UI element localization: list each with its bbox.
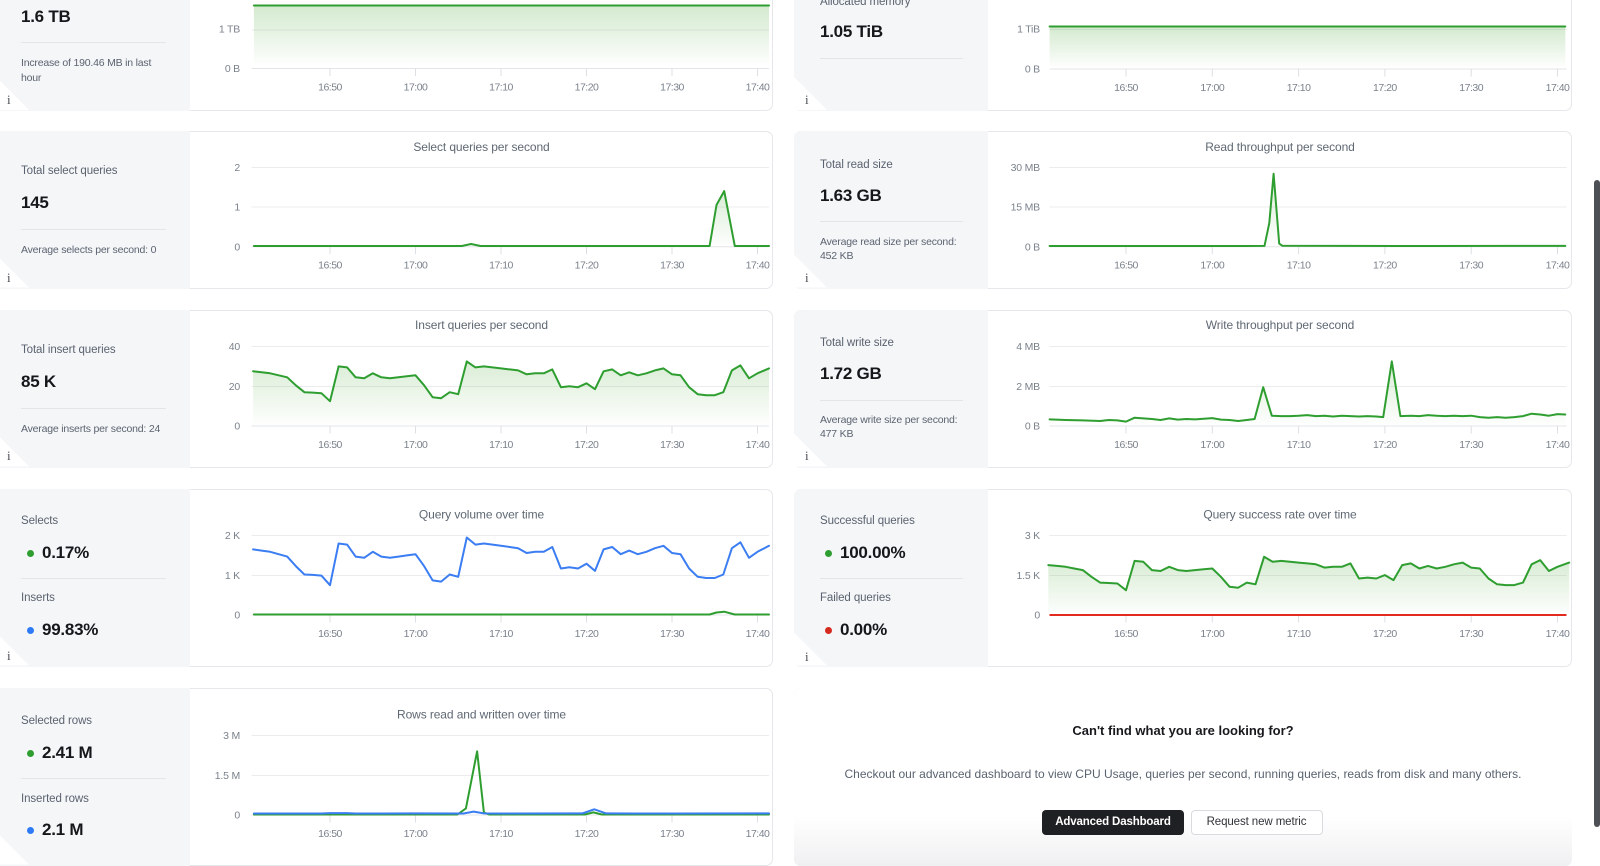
svg-text:17:30: 17:30 bbox=[660, 81, 684, 93]
svg-text:17:00: 17:00 bbox=[404, 627, 428, 639]
svg-text:0 B: 0 B bbox=[1025, 420, 1040, 432]
svg-text:Insert queries per second: Insert queries per second bbox=[415, 318, 548, 332]
svg-text:17:00: 17:00 bbox=[1200, 259, 1224, 271]
svg-text:17:10: 17:10 bbox=[489, 81, 513, 93]
svg-text:2: 2 bbox=[234, 162, 240, 174]
svg-text:2 K: 2 K bbox=[225, 530, 240, 542]
svg-text:17:30: 17:30 bbox=[660, 438, 684, 450]
svg-text:17:30: 17:30 bbox=[660, 259, 684, 271]
svg-text:17:30: 17:30 bbox=[1459, 627, 1483, 639]
svg-text:Rows read and written over tim: Rows read and written over time bbox=[397, 707, 566, 721]
svg-text:17:00: 17:00 bbox=[1200, 82, 1224, 94]
svg-text:17:20: 17:20 bbox=[575, 438, 599, 450]
svg-text:17:40: 17:40 bbox=[746, 627, 770, 639]
svg-text:17:40: 17:40 bbox=[1546, 438, 1570, 450]
svg-text:16:50: 16:50 bbox=[318, 627, 342, 639]
svg-text:17:00: 17:00 bbox=[404, 438, 428, 450]
svg-text:0 B: 0 B bbox=[225, 63, 240, 75]
svg-text:1 K: 1 K bbox=[225, 570, 240, 582]
svg-text:17:20: 17:20 bbox=[1373, 82, 1397, 94]
svg-text:Select queries per second: Select queries per second bbox=[413, 140, 549, 154]
svg-text:1.5 M: 1.5 M bbox=[215, 770, 240, 782]
svg-text:20: 20 bbox=[229, 381, 241, 393]
svg-text:1 TB: 1 TB bbox=[219, 24, 240, 36]
svg-text:17:00: 17:00 bbox=[404, 259, 428, 271]
svg-text:17:00: 17:00 bbox=[1200, 627, 1224, 639]
svg-text:0 B: 0 B bbox=[1025, 64, 1040, 76]
svg-text:17:40: 17:40 bbox=[746, 438, 770, 450]
svg-text:17:40: 17:40 bbox=[746, 81, 770, 93]
svg-text:17:30: 17:30 bbox=[1459, 438, 1483, 450]
svg-text:16:50: 16:50 bbox=[318, 438, 342, 450]
svg-text:16:50: 16:50 bbox=[318, 827, 342, 839]
svg-text:0: 0 bbox=[234, 241, 240, 253]
svg-text:17:20: 17:20 bbox=[575, 627, 599, 639]
svg-text:17:20: 17:20 bbox=[1373, 438, 1397, 450]
svg-text:1 TiB: 1 TiB bbox=[1017, 24, 1040, 36]
svg-text:0: 0 bbox=[234, 809, 240, 821]
svg-text:Read throughput per second: Read throughput per second bbox=[1205, 140, 1355, 154]
svg-text:17:10: 17:10 bbox=[1287, 82, 1311, 94]
svg-text:17:40: 17:40 bbox=[1546, 627, 1570, 639]
svg-text:17:20: 17:20 bbox=[575, 827, 599, 839]
svg-text:30 MB: 30 MB bbox=[1011, 162, 1041, 174]
svg-text:17:00: 17:00 bbox=[404, 81, 428, 93]
svg-text:17:40: 17:40 bbox=[746, 827, 770, 839]
svg-text:16:50: 16:50 bbox=[1114, 438, 1138, 450]
svg-text:2 MB: 2 MB bbox=[1016, 381, 1040, 393]
svg-text:15 MB: 15 MB bbox=[1011, 201, 1041, 213]
svg-text:3 K: 3 K bbox=[1025, 530, 1040, 542]
svg-text:16:50: 16:50 bbox=[1114, 259, 1138, 271]
svg-text:17:10: 17:10 bbox=[489, 438, 513, 450]
svg-text:Write throughput per second: Write throughput per second bbox=[1206, 318, 1355, 332]
svg-text:17:40: 17:40 bbox=[1546, 82, 1570, 94]
svg-text:17:10: 17:10 bbox=[1287, 627, 1311, 639]
svg-text:16:50: 16:50 bbox=[1114, 627, 1138, 639]
svg-text:3 M: 3 M bbox=[223, 730, 240, 742]
svg-text:17:20: 17:20 bbox=[1373, 627, 1397, 639]
svg-text:17:30: 17:30 bbox=[1459, 82, 1483, 94]
svg-text:17:30: 17:30 bbox=[1459, 259, 1483, 271]
svg-text:16:50: 16:50 bbox=[318, 259, 342, 271]
svg-text:17:10: 17:10 bbox=[1287, 438, 1311, 450]
svg-text:17:20: 17:20 bbox=[575, 81, 599, 93]
svg-text:Query volume over time: Query volume over time bbox=[419, 507, 545, 521]
svg-text:16:50: 16:50 bbox=[1114, 82, 1138, 94]
svg-text:0 B: 0 B bbox=[1025, 241, 1040, 253]
svg-text:16:50: 16:50 bbox=[318, 81, 342, 93]
svg-text:17:20: 17:20 bbox=[575, 259, 599, 271]
svg-text:17:40: 17:40 bbox=[1546, 259, 1570, 271]
svg-text:17:00: 17:00 bbox=[1200, 438, 1224, 450]
svg-text:4 MB: 4 MB bbox=[1016, 341, 1040, 353]
svg-text:0: 0 bbox=[234, 609, 240, 621]
svg-text:40: 40 bbox=[229, 341, 241, 353]
svg-text:17:30: 17:30 bbox=[660, 627, 684, 639]
svg-text:17:10: 17:10 bbox=[489, 259, 513, 271]
svg-text:17:40: 17:40 bbox=[746, 259, 770, 271]
svg-text:0: 0 bbox=[1034, 609, 1040, 621]
svg-text:17:10: 17:10 bbox=[1287, 259, 1311, 271]
svg-text:Query success rate over time: Query success rate over time bbox=[1203, 507, 1357, 521]
svg-text:17:00: 17:00 bbox=[404, 827, 428, 839]
svg-text:1: 1 bbox=[234, 201, 240, 213]
svg-text:1.5 K: 1.5 K bbox=[1016, 570, 1040, 582]
svg-text:17:30: 17:30 bbox=[660, 827, 684, 839]
svg-text:17:10: 17:10 bbox=[489, 827, 513, 839]
svg-text:17:10: 17:10 bbox=[489, 627, 513, 639]
svg-text:0: 0 bbox=[234, 420, 240, 432]
svg-text:17:20: 17:20 bbox=[1373, 259, 1397, 271]
